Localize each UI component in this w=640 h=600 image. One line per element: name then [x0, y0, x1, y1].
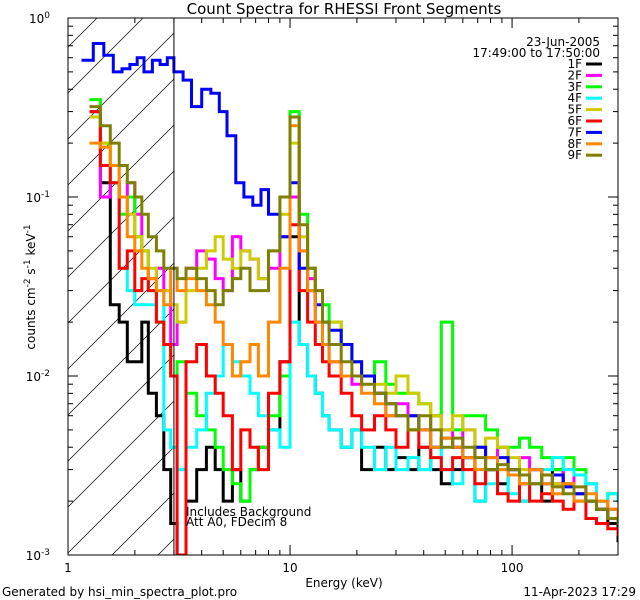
hatched-region: [0, 0, 640, 555]
legend-label-4F: 4F: [567, 91, 582, 105]
x-tick-label: 100: [501, 561, 524, 575]
legend-label-5F: 5F: [567, 103, 582, 117]
legend-label-6F: 6F: [567, 114, 582, 128]
footer-generated-by: Generated by hsi_min_spectra_plot.pro: [2, 585, 237, 599]
footer-timestamp: 11-Apr-2023 17:29: [523, 585, 636, 599]
series-layer: [81, 42, 618, 555]
hatch-line: [68, 32, 174, 140]
series-9F: [89, 105, 618, 525]
legend-label-9F: 9F: [567, 148, 582, 162]
y-axis-label-base: counts cm: [24, 287, 38, 349]
hatch-line: [388, 0, 640, 555]
y-tick-label: 10-3: [26, 548, 50, 563]
legend-label-3F: 3F: [567, 80, 582, 94]
y-axis-label: counts cm-2 s-1 keV-1: [23, 224, 38, 349]
hatch-line: [68, 400, 174, 508]
axes: 1 10 100 100 10-1 10-2 10-3: [26, 11, 619, 575]
hatch-line: [0, 0, 114, 555]
plot-frame: [67, 17, 619, 556]
x-axis-label: Energy (keV): [305, 576, 382, 590]
svg-text:counts cm-2 s-1 keV-1: counts cm-2 s-1 keV-1: [23, 224, 38, 349]
y-tick-label: 10-1: [26, 190, 50, 205]
legend-label-2F: 2F: [567, 68, 582, 82]
hatch-line: [618, 0, 640, 555]
legend-label-7F: 7F: [567, 125, 582, 139]
series-2F: [89, 110, 618, 525]
legend-label-1F: 1F: [567, 57, 582, 71]
annotation-line-1: Includes Background: [186, 505, 311, 519]
hatch-line: [68, 446, 174, 554]
x-tick-label: 10: [282, 561, 297, 575]
legend-label-8F: 8F: [567, 137, 582, 151]
annotation-line-2: Att A0, FDecim 8: [186, 515, 287, 529]
hatch-line: [68, 354, 174, 462]
date-label: 23-Jun-2005: [526, 35, 600, 49]
hatch-line: [434, 0, 640, 555]
y-tick-label: 10-2: [26, 369, 50, 384]
hatch-line: [342, 0, 640, 555]
hatch-line: [296, 0, 640, 555]
x-tick-label: 1: [64, 561, 72, 575]
chart-title: Count Spectra for RHESSI Front Segments: [187, 0, 502, 18]
y-tick-label: 100: [29, 11, 50, 26]
hatch-line: [572, 0, 640, 555]
time-range-label: 17:49:00 to 17:50:00: [473, 46, 600, 60]
hatch-line: [68, 170, 174, 278]
hatch-line: [480, 0, 640, 555]
